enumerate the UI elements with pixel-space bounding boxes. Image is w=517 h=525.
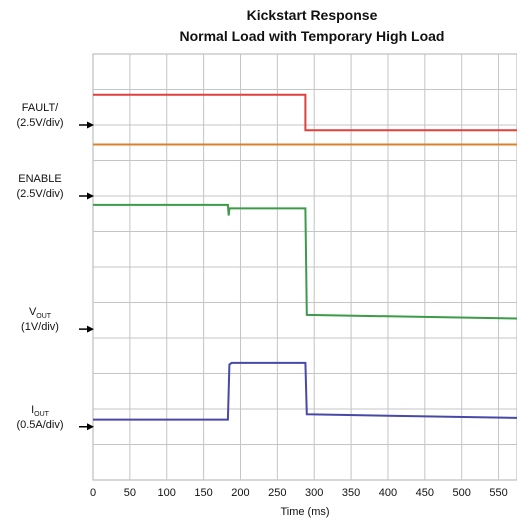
x-tick-label: 200 — [231, 487, 249, 499]
x-tick-label: 100 — [158, 487, 176, 499]
x-tick-labels: 0 50 100 150 200 250 300 350 400 450 500 550 — [90, 487, 508, 499]
x-tick-label: 400 — [379, 487, 397, 499]
x-tick-label: 250 — [268, 487, 286, 499]
channel-name: ENABLE — [18, 173, 61, 185]
x-axis-title: Time (ms) — [280, 506, 329, 518]
x-tick-label: 450 — [416, 487, 434, 499]
trace-line — [93, 93, 517, 132]
channel-scale: (0.5A/div) — [16, 419, 63, 431]
trace-line — [93, 361, 517, 421]
channel-marker-arrow — [87, 121, 94, 129]
trace-group — [93, 93, 517, 421]
channel-name-main: FAULT/ — [22, 102, 59, 114]
channel-name-main: I — [31, 404, 34, 416]
channel-name: FAULT/ — [22, 102, 59, 114]
trace-line — [93, 203, 517, 320]
x-tick-label: 550 — [489, 487, 507, 499]
x-tick-label: 50 — [124, 487, 136, 499]
channel-name-main: ENABLE — [18, 173, 61, 185]
x-tick-label: 350 — [342, 487, 360, 499]
channel-scale: (2.5V/div) — [16, 117, 63, 129]
channel-name: IOUT — [31, 404, 50, 418]
x-tick-label: 500 — [453, 487, 471, 499]
channel-scale: (2.5V/div) — [16, 188, 63, 200]
x-tick-label: 0 — [90, 487, 96, 499]
channel-marker-arrow — [87, 423, 94, 431]
chart-title-line-1: Kickstart Response — [247, 7, 378, 23]
channel-name-subscript: OUT — [34, 411, 50, 418]
channel-name-main: V — [29, 306, 37, 318]
channel-marker-arrow — [87, 325, 94, 333]
x-tick-label: 150 — [194, 487, 212, 499]
channel-marker-arrow — [87, 192, 94, 200]
channel-labels: FAULT/(2.5V/div)ENABLE(2.5V/div)VOUT(1V/… — [16, 102, 63, 431]
channel-scale: (1V/div) — [21, 321, 59, 333]
channel-name-subscript: OUT — [36, 313, 52, 320]
channel-markers — [79, 121, 94, 431]
channel-name: VOUT — [29, 306, 52, 320]
x-tick-label: 300 — [305, 487, 323, 499]
chart-title-line-2: Normal Load with Temporary High Load — [180, 28, 445, 44]
